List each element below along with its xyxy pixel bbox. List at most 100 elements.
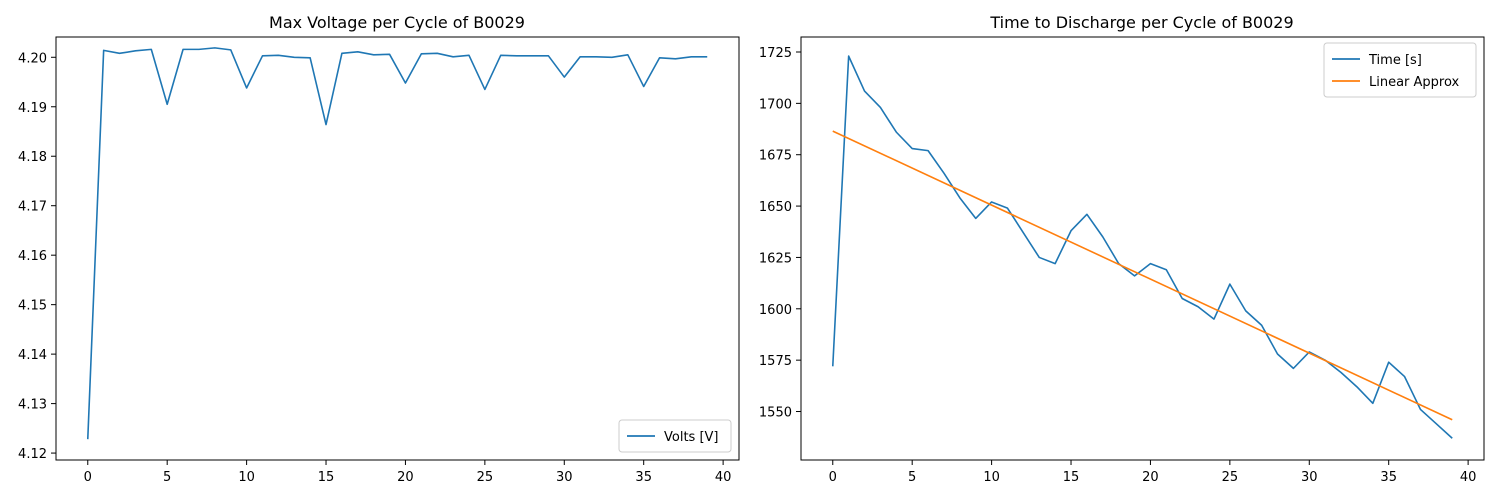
discharge-time-s-point [1451, 437, 1453, 439]
discharge-time-s-point [990, 201, 992, 203]
voltage-volts-v-point [182, 48, 184, 50]
voltage-x-tick-label: 30 [556, 470, 573, 485]
voltage-volts-v-point [484, 88, 486, 90]
voltage-plot-frame [55, 36, 740, 461]
voltage-volts-v-point [579, 56, 581, 58]
discharge-time-s-point [847, 55, 849, 57]
discharge-y-tick-label: 1575 [759, 354, 792, 369]
discharge-linear-approx-point [1451, 419, 1453, 421]
discharge-y-tick-label: 1625 [759, 251, 792, 266]
voltage-y-tick-label: 4.13 [18, 398, 47, 413]
voltage-volts-v-point [134, 50, 136, 52]
voltage-y-tick-label: 4.20 [18, 51, 47, 66]
voltage-volts-v-point [468, 54, 470, 56]
discharge-y-tick-label: 1550 [759, 406, 792, 421]
discharge-chart-title: Time to Discharge per Cycle of B0029 [989, 13, 1293, 32]
discharge-legend-box [1323, 42, 1477, 98]
voltage-volts-v-point [547, 55, 549, 57]
voltage-y-tick-label: 4.19 [18, 101, 47, 116]
discharge-time-s-point [1197, 306, 1199, 308]
voltage-volts-v-point [642, 85, 644, 87]
voltage-volts-v-point [388, 53, 390, 55]
discharge-time-s-point [832, 365, 834, 367]
voltage-volts-v-point [198, 48, 200, 50]
voltage-volts-v-point [87, 438, 89, 440]
discharge-time-s-point [1102, 236, 1104, 238]
voltage-y-tick-label: 4.17 [18, 200, 47, 215]
discharge-x-tick-label: 0 [829, 470, 837, 485]
voltage-volts-v-point [452, 56, 454, 58]
voltage-x-tick-label: 10 [238, 470, 255, 485]
voltage-legend-label: Volts [V] [664, 430, 719, 445]
voltage-x-tick-label: 20 [397, 470, 414, 485]
voltage-y-tick-label: 4.15 [18, 299, 47, 314]
discharge-time-s-point [927, 149, 929, 151]
discharge-time-s-point [1356, 386, 1358, 388]
discharge-linear-approx-point [832, 130, 834, 132]
discharge-y-tick-label: 1675 [759, 149, 792, 164]
voltage-volts-v-point [341, 52, 343, 54]
voltage-x-tick-label: 25 [477, 470, 494, 485]
voltage-x-tick-label: 35 [635, 470, 652, 485]
discharge-time-s-point [1419, 408, 1421, 410]
voltage-y-tick-label: 4.12 [18, 447, 47, 462]
voltage-x-tick-label: 15 [318, 470, 335, 485]
discharge-time-s-point [943, 172, 945, 174]
discharge-x-tick-label: 40 [1460, 470, 1477, 485]
discharge-legend-label: Time [s] [1368, 53, 1422, 68]
discharge-time-s-point [1086, 213, 1088, 215]
discharge-x-tick-label: 30 [1301, 470, 1318, 485]
discharge-y-tick-label: 1700 [759, 97, 792, 112]
discharge-time-s-point [1006, 207, 1008, 209]
discharge-time-s-point [1229, 283, 1231, 285]
voltage-volts-v-point [706, 56, 708, 58]
voltage-volts-v-point [309, 57, 311, 59]
voltage-volts-v-point [436, 52, 438, 54]
discharge-time-s-point [1276, 353, 1278, 355]
discharge-time-s-point [879, 106, 881, 108]
voltage-volts-v-point [277, 54, 279, 56]
discharge-time-s-point [895, 131, 897, 133]
voltage-volts-v-point [674, 58, 676, 60]
voltage-legend-box [618, 419, 732, 453]
discharge-time-s-point [1403, 375, 1405, 377]
discharge-time-s-point [1213, 318, 1215, 320]
voltage-volts-v-point [102, 49, 104, 51]
voltage-volts-v-point [118, 52, 120, 54]
discharge-x-tick-label: 10 [983, 470, 1000, 485]
voltage-volts-v-point [611, 56, 613, 58]
voltage-volts-v-point [420, 53, 422, 55]
voltage-chart-title: Max Voltage per Cycle of B0029 [269, 13, 525, 32]
discharge-y-tick-label: 1600 [759, 303, 792, 318]
discharge-series-time-s-line [831, 55, 1453, 439]
voltage-volts-v-point [531, 55, 533, 57]
discharge-time-s-point [863, 90, 865, 92]
voltage-volts-v-point [690, 56, 692, 58]
discharge-time-s-point [1165, 269, 1167, 271]
discharge-time-s-point [911, 147, 913, 149]
discharge-series-linear-approx-line [832, 130, 1453, 421]
discharge-time-s-point [1038, 256, 1040, 258]
discharge-y-tick-label: 1725 [759, 46, 792, 61]
discharge-time-s-point [1435, 423, 1437, 425]
voltage-volts-v-point [245, 87, 247, 89]
discharge-x-tick-label: 5 [908, 470, 916, 485]
discharge-chart: Time to Discharge per Cycle of B0029 0 5 1… [759, 13, 1485, 485]
voltage-x-tick-label: 40 [715, 470, 732, 485]
voltage-volts-v-point [515, 55, 517, 57]
voltage-volts-v-point [357, 51, 359, 53]
discharge-legend-label: Linear Approx [1369, 75, 1460, 90]
discharge-time-s-point [1372, 402, 1374, 404]
voltage-volts-v-point [627, 54, 629, 56]
discharge-time-s-point [959, 197, 961, 199]
discharge-x-tick-label: 20 [1142, 470, 1159, 485]
voltage-volts-v-point [500, 54, 502, 56]
discharge-time-s-point [1181, 297, 1183, 299]
discharge-time-s-point [975, 217, 977, 219]
discharge-y-tick-label: 1650 [759, 200, 792, 215]
voltage-volts-v-point [404, 82, 406, 84]
discharge-time-s-point [1054, 262, 1056, 264]
voltage-volts-v-point [230, 49, 232, 51]
discharge-legend: Time [s] Linear Approx [1323, 42, 1477, 98]
